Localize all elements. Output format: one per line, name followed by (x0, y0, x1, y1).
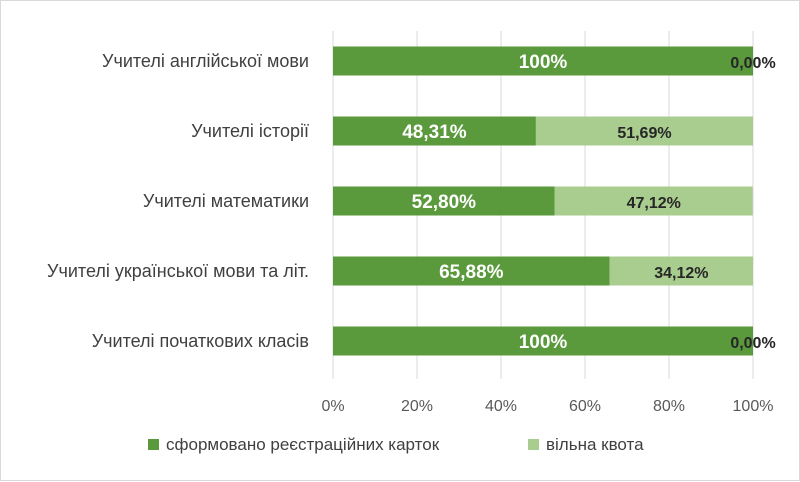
bar-segment-formed (333, 116, 536, 146)
category-labels: Учителі англійської мови Учителі історії У… (47, 51, 309, 351)
x-tick-label: 20% (401, 398, 433, 415)
x-axis-ticks: 0% 20% 40% 60% 80% 100% (321, 398, 773, 415)
bar-segment-formed (333, 186, 555, 216)
x-tick-label: 0% (321, 398, 344, 415)
legend-swatch (528, 439, 539, 450)
x-tick-label: 100% (733, 398, 774, 415)
data-label: 47,12% (627, 195, 681, 212)
x-tick-label: 40% (485, 398, 517, 415)
data-label: 65,88% (439, 262, 504, 283)
data-label: 51,69% (617, 125, 671, 142)
x-tick-label: 60% (569, 398, 601, 415)
data-labels: 100% 0,00% 48,31% 51,69% 52,80% 47,12% 65,88% 3… (402, 52, 775, 353)
data-label: 52,80% (412, 192, 477, 213)
bar-segment-formed (333, 46, 753, 76)
x-tick-label: 80% (653, 398, 685, 415)
bar-segment-free-quota (609, 256, 753, 286)
bars (333, 46, 753, 356)
category-label: Учителі української мови та літ. (47, 261, 309, 281)
data-label: 100% (519, 332, 568, 353)
data-label: 0,00% (730, 335, 775, 352)
data-label: 0,00% (730, 55, 775, 72)
category-label: Учителі початкових класів (92, 331, 309, 351)
data-label: 100% (519, 52, 568, 73)
data-label: 34,12% (654, 265, 708, 282)
legend-label: сформовано реєстраційних карток (166, 435, 440, 454)
bar-segment-free-quota (535, 116, 753, 146)
legend: сформовано реєстраційних карток вільна кв… (148, 435, 644, 454)
bar-segment-formed (333, 326, 753, 356)
bar-segment-formed (333, 256, 610, 286)
data-label: 48,31% (402, 122, 467, 143)
legend-swatch (148, 439, 159, 450)
legend-label: вільна квота (546, 435, 644, 454)
bar-segment-free-quota (554, 186, 753, 216)
category-label: Учителі математики (143, 191, 309, 211)
category-label: Учителі історії (191, 121, 309, 141)
category-label: Учителі англійської мови (102, 51, 309, 71)
